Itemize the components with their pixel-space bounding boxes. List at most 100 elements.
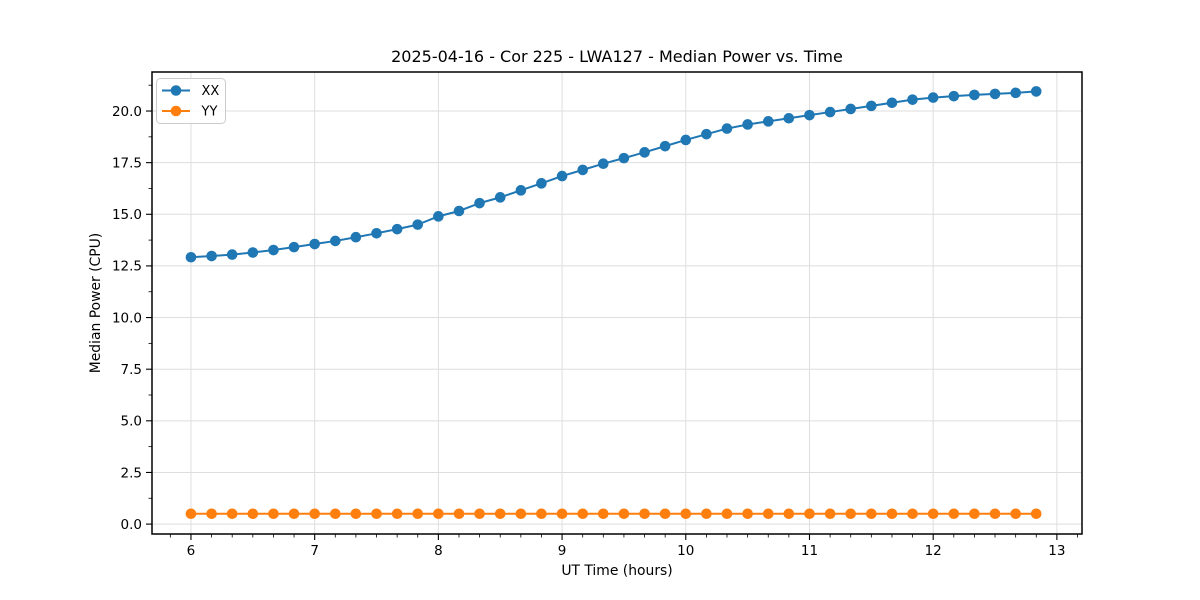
y-tick-label: 0.0	[121, 517, 142, 533]
y-tick-label: 2.5	[121, 465, 142, 481]
series-marker-yy	[969, 508, 980, 520]
series-marker-xx	[206, 250, 217, 262]
series-marker-xx	[701, 128, 712, 140]
series-marker-yy	[742, 508, 753, 520]
series-marker-yy	[536, 508, 547, 520]
x-tick-label: 13	[1048, 543, 1065, 559]
series-marker-xx	[577, 164, 589, 176]
series-marker-yy	[268, 508, 279, 520]
series-marker-yy	[474, 508, 485, 520]
legend-entry-label: XX	[202, 84, 220, 99]
series-marker-xx	[845, 103, 856, 115]
series-marker-xx	[474, 197, 485, 209]
x-tick-label: 12	[925, 543, 942, 559]
series-marker-yy	[371, 508, 382, 520]
series-marker-xx	[969, 89, 980, 101]
series-marker-xx	[1010, 87, 1021, 99]
x-tick-label: 11	[801, 543, 818, 559]
series-marker-yy	[494, 508, 506, 520]
series-marker-yy	[639, 508, 650, 520]
y-axis-label: Median Power (CPU)	[88, 232, 104, 374]
y-tick-label: 17.5	[112, 155, 142, 171]
series-marker-yy	[597, 508, 609, 520]
series-marker-xx	[907, 94, 918, 105]
chart-title: 2025-04-16 - Cor 225 - LWA127 - Median P…	[391, 47, 843, 66]
series-marker-xx	[680, 134, 692, 146]
series-marker-xx	[453, 205, 465, 217]
series-marker-yy	[206, 508, 217, 520]
legend-entry-label: YY	[201, 105, 218, 120]
series-marker-yy	[804, 508, 815, 520]
series-marker-xx	[433, 211, 444, 222]
series-marker-xx	[185, 251, 197, 263]
series-marker-yy	[762, 508, 774, 520]
axes-spines	[151, 71, 1083, 535]
series-marker-yy	[927, 508, 939, 520]
series-marker-xx	[288, 241, 300, 253]
y-tick-label: 7.5	[121, 362, 142, 378]
series-marker-xx	[309, 238, 320, 250]
series-marker-yy	[701, 508, 712, 520]
series-marker-xx	[866, 100, 877, 112]
series-marker-yy	[783, 508, 795, 520]
series-marker-xx	[886, 97, 898, 109]
series-marker-xx	[412, 219, 424, 230]
series-marker-xx	[948, 90, 960, 102]
series-marker-yy	[824, 508, 836, 520]
series-marker-yy	[1010, 508, 1021, 520]
series-marker-yy	[515, 508, 527, 520]
y-tick-label: 10.0	[112, 310, 142, 326]
series-marker-yy	[886, 508, 898, 520]
series-marker-xx	[1030, 86, 1042, 97]
y-tick-label: 15.0	[112, 207, 142, 223]
series-marker-xx	[515, 185, 527, 196]
x-tick-label: 9	[558, 543, 567, 559]
series-marker-xx	[659, 140, 671, 152]
series-marker-xx	[597, 158, 609, 169]
series-marker-yy	[989, 508, 1001, 520]
series-marker-yy	[309, 508, 320, 520]
series-marker-yy	[391, 508, 403, 520]
series-marker-xx	[762, 116, 774, 127]
legend-marker-sample	[170, 85, 182, 96]
x-tick-label: 8	[434, 543, 443, 559]
series-marker-yy	[433, 508, 444, 520]
series-marker-yy	[350, 508, 362, 520]
series-marker-yy	[247, 508, 259, 520]
series-marker-xx	[350, 231, 362, 243]
series-marker-xx	[247, 247, 259, 258]
series-marker-xx	[804, 109, 815, 121]
series-marker-xx	[783, 112, 795, 124]
series-marker-yy	[845, 508, 856, 520]
series-marker-xx	[989, 88, 1001, 100]
y-tick-label: 20.0	[112, 104, 142, 120]
x-axis-label: UT Time (hours)	[561, 563, 673, 579]
x-tick-label: 10	[677, 543, 694, 559]
series-marker-xx	[618, 152, 630, 164]
series-marker-yy	[721, 508, 733, 520]
series-marker-xx	[494, 192, 506, 203]
series-marker-yy	[412, 508, 424, 520]
y-tick-label: 12.5	[112, 259, 142, 275]
y-tick-label: 5.0	[121, 414, 142, 430]
series-marker-yy	[288, 508, 300, 520]
series-marker-yy	[453, 508, 465, 520]
series-line-xx	[190, 90, 1037, 259]
series-marker-xx	[639, 147, 650, 158]
series-marker-xx	[371, 227, 382, 239]
series-marker-yy	[330, 508, 341, 520]
series-marker-xx	[927, 92, 939, 103]
series-marker-xx	[824, 106, 836, 118]
series-marker-xx	[268, 244, 279, 256]
series-marker-xx	[536, 178, 547, 189]
series-marker-yy	[185, 508, 197, 520]
series-marker-yy	[618, 508, 630, 520]
x-tick-label: 7	[310, 543, 319, 559]
series-marker-yy	[1030, 508, 1042, 520]
series-marker-xx	[721, 123, 733, 134]
series-marker-xx	[556, 170, 568, 182]
series-marker-xx	[742, 119, 753, 130]
series-marker-yy	[948, 508, 960, 520]
